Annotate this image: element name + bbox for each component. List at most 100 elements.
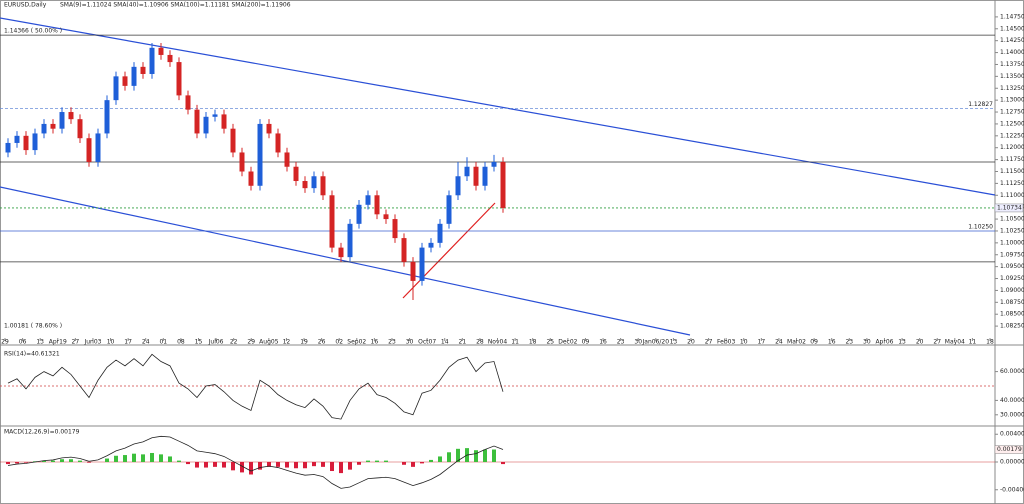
rsi-line	[7, 353, 504, 420]
candle-body	[320, 176, 326, 196]
x-tick-label: Feb03	[717, 339, 735, 346]
price-box	[994, 203, 1024, 213]
candle-body	[410, 261, 416, 281]
y-tick-label: 1.09000	[1000, 287, 1024, 294]
macd-bar	[231, 462, 235, 471]
x-tick-label: 29	[1, 339, 9, 346]
macd-bar	[132, 453, 136, 462]
candle-body	[50, 123, 56, 129]
candle-body	[284, 152, 290, 167]
macd-bar	[258, 462, 262, 470]
macd-current-label: 0.00179	[997, 446, 1022, 453]
candle-body	[401, 238, 407, 262]
x-tick-label: 21	[459, 339, 467, 346]
level-annotation: 1.00181 ( 78.60% )	[4, 323, 62, 330]
candle-body	[176, 62, 182, 96]
y-tick-label: 1.13000	[1000, 97, 1024, 104]
x-tick-label: 27	[933, 339, 941, 346]
candle-body	[455, 176, 461, 196]
x-tick-label: 23	[388, 339, 396, 346]
candle-body	[419, 247, 425, 281]
candle-body	[446, 195, 452, 224]
x-tick-label: 10	[740, 339, 748, 346]
y-tick-label: 1.09750	[1000, 251, 1024, 258]
macd-bar	[321, 462, 325, 467]
macd-bar	[87, 462, 91, 463]
macd-bar	[492, 449, 496, 462]
macd-tick-label: 0.00000	[1000, 459, 1024, 466]
y-tick-label: 1.12750	[1000, 109, 1024, 116]
macd-bar	[483, 449, 487, 462]
macd-bar	[186, 462, 190, 465]
macd-bar	[357, 462, 361, 465]
candle-body	[347, 223, 353, 258]
macd-box	[994, 445, 1024, 454]
candle-body	[32, 133, 38, 151]
macd-bar	[15, 462, 19, 464]
candle-body	[257, 123, 263, 186]
x-tick-label: 06	[19, 339, 27, 346]
macd-tick-label: 0.00400	[1000, 431, 1024, 438]
macd-bar	[402, 462, 406, 465]
macd-bar	[204, 462, 208, 468]
candle-body	[5, 142, 11, 153]
x-tick-label: 14	[441, 339, 449, 346]
channel-line	[0, 186, 691, 336]
x-tick-label: Jul06	[208, 339, 224, 346]
x-tick-label: 27	[72, 339, 80, 346]
x-tick-label: 11	[511, 339, 519, 346]
candle-body	[122, 76, 128, 86]
x-tick-label: 01	[159, 339, 167, 346]
macd-bar	[375, 460, 379, 462]
candle-body	[356, 204, 362, 224]
macd-bar	[312, 462, 316, 467]
candle-body	[113, 76, 119, 101]
y-tick-label: 1.11500	[1000, 168, 1024, 175]
x-tick-label: 13	[898, 339, 906, 346]
candle-body	[491, 161, 497, 167]
y-tick-label: 1.10250	[1000, 227, 1024, 234]
x-tick-label: 30	[406, 339, 414, 346]
y-tick-label: 1.12000	[1000, 144, 1024, 151]
trend-line	[402, 202, 496, 299]
macd-bar	[438, 456, 442, 462]
candle-body	[14, 135, 20, 143]
macd-bar	[285, 462, 289, 468]
x-tick-label: 20	[916, 339, 924, 346]
candle-body	[365, 195, 371, 205]
macd-bar	[114, 455, 118, 462]
candle-body	[392, 219, 398, 239]
y-tick-label: 1.08750	[1000, 299, 1024, 306]
candle-body	[230, 128, 236, 153]
candle-body	[104, 100, 110, 134]
candle-body	[374, 195, 380, 215]
x-tick-label: 18	[529, 339, 537, 346]
y-tick-label: 1.10500	[1000, 216, 1024, 223]
candle-body	[221, 114, 227, 129]
x-tick-label: 16	[599, 339, 607, 346]
macd-tick-label: -0.00400	[1000, 486, 1024, 493]
y-tick-label: 1.11000	[1000, 192, 1024, 199]
x-tick-label: 12	[283, 339, 291, 346]
macd-bar	[420, 462, 424, 464]
macd-bar	[60, 459, 64, 462]
candle-body	[23, 135, 29, 151]
y-tick-label: 1.10000	[1000, 239, 1024, 246]
level-label: 1.10250	[968, 223, 993, 230]
macd-bar	[384, 460, 388, 462]
y-tick-label: 1.13750	[1000, 61, 1024, 68]
x-tick-label: 19	[300, 339, 308, 346]
macd-bar	[348, 462, 352, 470]
macd-bar	[6, 462, 10, 465]
y-tick-label: 1.09250	[1000, 275, 1024, 282]
macd-bar	[249, 462, 253, 475]
candle-body	[131, 66, 137, 86]
candle-body	[266, 123, 272, 134]
x-tick-label: 30	[863, 339, 871, 346]
candle-body	[167, 54, 173, 63]
indicator-legend: SMA(9)=1.11024 SMA(40)=1.10906 SMA(100)=…	[60, 2, 291, 9]
x-tick-label: 08	[177, 339, 185, 346]
x-tick-label: Jun03	[83, 339, 101, 346]
candle-body	[212, 114, 218, 117]
